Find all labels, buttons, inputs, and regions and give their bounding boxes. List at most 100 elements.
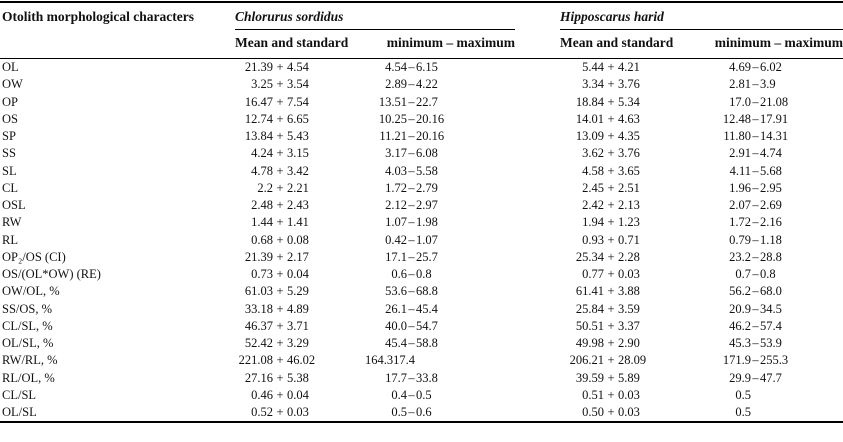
min-value: 1.72 — [385, 180, 407, 195]
plus-sign: + — [607, 129, 615, 143]
chlorurus-mean-sd-cell: 2.2 +2.21 — [235, 180, 365, 197]
mean-value: 46.37 — [244, 318, 273, 333]
mean-value: 14.01 — [575, 111, 604, 126]
table-row: OP 16.47 +7.54 13.51–22.7 18.84 +5.34 17.0… — [0, 94, 843, 111]
hipposcarus-mean-sd-cell: 0.77 +0.03 — [560, 266, 700, 283]
plus-sign: + — [607, 353, 615, 368]
hipposcarus-mean-sd-cell: 25.34 +2.28 — [560, 249, 700, 266]
row-label: SS/OS, % — [2, 301, 53, 316]
row-label: OW/OL, % — [2, 284, 60, 299]
mean-value: 3.34 — [582, 77, 604, 92]
mean-value: 16.47 — [244, 94, 273, 109]
row-label: OW — [2, 77, 23, 92]
sd-value: 46.02 — [287, 353, 316, 368]
range-dash: – — [408, 94, 415, 109]
plus-sign: + — [276, 198, 284, 212]
hipposcarus-min-max-cell: 11.80–14.31 — [700, 128, 843, 145]
min-value: 4.11 — [729, 163, 751, 178]
plus-sign: + — [607, 94, 615, 109]
hipposcarus-mean-sd-cell: 14.01 +4.63 — [560, 111, 700, 128]
table-row: OP₂/OS (CI) 21.39 +2.17 17.1–25.7 25.34 +2… — [0, 249, 843, 266]
gap-cell — [515, 76, 560, 93]
hipposcarus-mean-sd-cell: 0.93 +0.71 — [560, 232, 700, 249]
hipposcarus-min-max-cell: 20.9–34.5 — [700, 301, 843, 318]
row-label: OS/(OL*OW) (RE) — [2, 267, 101, 281]
range-dash: – — [408, 370, 415, 385]
mean-value: 1.44 — [251, 215, 273, 230]
table-row: SS 4.24 +3.15 3.17–6.08 3.62 +3.76 2.91–4.… — [0, 145, 843, 162]
chlorurus-min-max-cell: 3.17–6.08 — [365, 145, 515, 162]
hipposcarus-mean-sd-cell: 25.84 +3.59 — [560, 301, 700, 318]
table-row: OL 21.39 +4.54 4.54–6.15 5.44 +4.21 4.69–6… — [0, 59, 843, 77]
max-value: 2.79 — [416, 180, 438, 195]
sd-value: 3.88 — [618, 284, 640, 299]
gap-cell — [515, 94, 560, 111]
gap-cell — [515, 249, 560, 266]
chlorurus-mean-sd-cell: 0.68 +0.08 — [235, 232, 365, 249]
sd-value: 2.28 — [618, 249, 640, 264]
range-dash: – — [752, 318, 759, 333]
plus-sign: + — [276, 111, 284, 126]
gap-cell — [515, 59, 560, 77]
min-value: 0.7 — [735, 267, 751, 281]
row-label: RL/OL, % — [2, 370, 55, 385]
hipposcarus-min-max-cell: 2.07–2.69 — [700, 197, 843, 214]
subheader-chlorurus-mean-sd: Mean and standard — [235, 29, 365, 59]
range-dash: – — [752, 163, 759, 178]
chlorurus-mean-sd-cell: 4.78 +3.42 — [235, 163, 365, 180]
min-value: 11.80 — [723, 129, 751, 143]
hipposcarus-min-max-cell: 171.9–255.3 — [700, 352, 843, 369]
max-value: 6.08 — [416, 146, 438, 161]
chlorurus-min-max-cell: 0.42–1.07 — [365, 232, 515, 249]
min-value: 29.9 — [729, 370, 751, 385]
range-dash: – — [408, 232, 415, 247]
gap-cell — [515, 111, 560, 128]
plus-sign: + — [607, 318, 615, 333]
mean-value: 0.68 — [251, 232, 273, 247]
sd-value: 4.63 — [618, 111, 640, 126]
sd-value: 2.13 — [618, 198, 640, 212]
hipposcarus-min-max-cell: 0.7–0.8 — [700, 266, 843, 283]
plus-sign: + — [607, 405, 615, 419]
mean-value: 221.08 — [238, 353, 273, 368]
hipposcarus-mean-sd-cell: 0.51 +0.03 — [560, 387, 700, 404]
otolith-table: Otolith morphological characters Chlorur… — [0, 1, 843, 424]
plus-sign: + — [607, 284, 615, 299]
max-value: 14.31 — [760, 129, 789, 143]
chlorurus-mean-sd-cell: 46.37 +3.71 — [235, 318, 365, 335]
mean-value: 18.84 — [575, 94, 604, 109]
mean-value: 2.48 — [251, 198, 273, 212]
mean-value: 52.42 — [244, 336, 273, 350]
sd-value: 3.71 — [287, 318, 309, 333]
min-value: 2.07 — [729, 198, 751, 212]
range-dash: – — [752, 232, 759, 247]
max-value: 4.22 — [416, 77, 438, 92]
row-label: RL — [2, 232, 18, 247]
mean-value: 27.16 — [244, 370, 273, 385]
range-dash: – — [752, 370, 759, 385]
range-dash: – — [408, 180, 415, 195]
row-label: OP₂/OS (CI) — [2, 249, 66, 264]
max-value: 3.9 — [760, 77, 776, 92]
plus-sign: + — [276, 405, 284, 419]
plus-sign: + — [276, 249, 284, 264]
table-row: OW/OL, % 61.03 +5.29 53.6–68.8 61.41 +3.88… — [0, 283, 843, 300]
hipposcarus-mean-sd-cell: 61.41 +3.88 — [560, 283, 700, 300]
min-value: 0.4 — [391, 387, 407, 402]
min-value: 17.1 — [385, 249, 407, 264]
mean-value: 206.21 — [569, 353, 604, 368]
plus-sign: + — [276, 301, 284, 316]
mean-value: 0.77 — [582, 267, 604, 281]
chlorurus-min-max-cell: 1.72–2.79 — [365, 180, 515, 197]
hipposcarus-mean-sd-cell: 1.94 +1.23 — [560, 214, 700, 231]
range-dash: – — [752, 267, 759, 281]
sd-value: 0.08 — [287, 232, 309, 247]
plus-sign: + — [276, 232, 284, 247]
row-label: SS — [2, 146, 16, 161]
subheader-hipposcarus-mean-sd: Mean and standard — [560, 29, 700, 59]
chlorurus-mean-sd-cell: 61.03 +5.29 — [235, 283, 365, 300]
table-row: CL/SL, % 46.37 +3.71 40.0–54.7 50.51 +3.37… — [0, 318, 843, 335]
max-value: 5.58 — [416, 163, 438, 178]
plus-sign: + — [607, 232, 615, 247]
min-value: 12.48 — [722, 111, 751, 126]
